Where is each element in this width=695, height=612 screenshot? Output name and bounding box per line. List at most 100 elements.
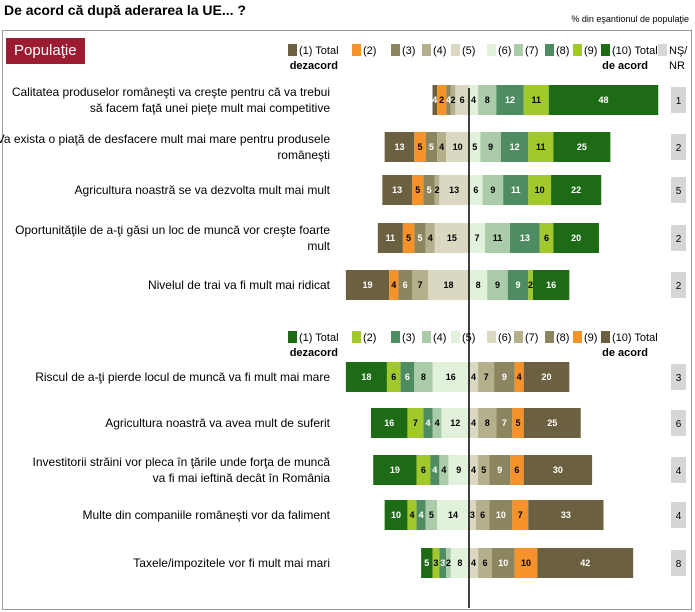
bar-segment — [469, 175, 483, 205]
category-label: Multe din companiile româneşti vor da fa… — [83, 508, 331, 522]
nsnr-box — [671, 225, 686, 251]
bar-segment — [425, 132, 438, 162]
bar-value-label: 6 — [403, 280, 408, 290]
bar-segment — [478, 362, 495, 392]
bar-value-label: 16 — [384, 418, 394, 428]
bar-segment — [412, 175, 424, 205]
bar-segment — [523, 408, 581, 438]
bar-segment — [373, 455, 417, 485]
bar-value-label: 10 — [496, 510, 506, 520]
legend-label: NŞ/ — [669, 45, 688, 57]
bar-segment — [439, 548, 447, 578]
bar-value-label: 12 — [510, 142, 520, 152]
bar-value-label: 6 — [405, 372, 410, 382]
bar-segment — [386, 362, 401, 392]
bar-segment — [432, 362, 469, 392]
bar-segment — [414, 132, 426, 162]
bar-segment — [412, 270, 428, 300]
bar-segment — [432, 548, 440, 578]
bar-value-label: 6 — [514, 465, 519, 475]
bar-segment — [469, 270, 488, 300]
legend-label: (3) — [402, 332, 415, 344]
bar-value-label: 2 — [528, 280, 533, 290]
chart-frame — [2, 30, 692, 610]
bar-segment — [487, 270, 508, 300]
bar-segment — [421, 548, 433, 578]
legend-swatch — [288, 44, 297, 56]
bar-value-label: 5 — [406, 233, 411, 243]
bar-segment — [496, 85, 524, 115]
bar-segment — [427, 270, 469, 300]
bar-segment — [434, 223, 469, 253]
legend-label: (9) — [584, 45, 597, 57]
bar-value-label: 4 — [432, 465, 437, 475]
bar-value-label: 12 — [450, 418, 460, 428]
nsnr-value: 4 — [676, 466, 682, 477]
legend-swatch — [514, 44, 523, 56]
bar-value-label: 16 — [546, 280, 556, 290]
bar-value-label: 7 — [474, 233, 479, 243]
category-label: Calitatea produselor româneşti va creşte… — [12, 85, 330, 115]
nsnr-box — [671, 134, 686, 160]
legend-swatch — [451, 331, 460, 343]
legend-left-label: dezacord — [290, 347, 338, 359]
bar-value-label: 6 — [482, 558, 487, 568]
bar-segment — [512, 408, 524, 438]
legend-left-label: dezacord — [290, 60, 338, 72]
legend-label: (8) — [556, 332, 569, 344]
bar-segment — [528, 500, 604, 530]
bar-segment — [407, 500, 417, 530]
nsnr-value: 2 — [676, 281, 682, 292]
bar-segment — [437, 85, 447, 115]
legend-label: (9) — [584, 332, 597, 344]
bar-segment — [430, 455, 440, 485]
bar-value-label: 4 — [432, 95, 437, 105]
bar-value-label: 42 — [580, 558, 590, 568]
bar-segment — [503, 175, 529, 205]
bar-value-label: 4 — [471, 465, 476, 475]
bar-segment — [345, 362, 387, 392]
bar-segment — [500, 132, 529, 162]
legend-swatch — [352, 44, 361, 56]
bar-segment — [448, 455, 469, 485]
legend-label: (2) — [363, 332, 376, 344]
nsnr-box — [671, 87, 686, 113]
bar-segment — [450, 85, 456, 115]
bar-value-label: 4 — [446, 95, 451, 105]
bar-segment — [523, 362, 570, 392]
bar-segment — [496, 408, 513, 438]
bar-value-label: 10 — [521, 558, 531, 568]
bar-segment — [553, 223, 599, 253]
bar-value-label: 5 — [516, 418, 521, 428]
legend-swatch — [487, 44, 496, 56]
bar-value-label: 5 — [481, 465, 486, 475]
bar-segment — [537, 548, 634, 578]
bar-value-label: 9 — [495, 280, 500, 290]
bar-segment — [423, 175, 435, 205]
bar-value-label: 5 — [415, 185, 420, 195]
bar-value-label: 4 — [471, 418, 476, 428]
bar-value-label: 2 — [439, 95, 444, 105]
bar-segment — [441, 408, 469, 438]
legend-label: (10) Total — [612, 45, 658, 57]
bar-value-label: 22 — [571, 185, 581, 195]
bar-value-label: 12 — [505, 95, 515, 105]
category-label: Oportunităţile de a-ţi găsi un loc de mu… — [15, 223, 331, 253]
bar-value-label: 10 — [535, 185, 545, 195]
bar-value-label: 9 — [497, 465, 502, 475]
bar-segment — [425, 500, 438, 530]
bar-value-label: 25 — [547, 418, 557, 428]
legend-swatch — [545, 44, 554, 56]
legend-label: (1) Total — [299, 45, 339, 57]
bar-value-label: 8 — [485, 418, 490, 428]
bar-segment — [400, 362, 415, 392]
bar-value-label: 13 — [394, 142, 404, 152]
bar-value-label: 8 — [421, 372, 426, 382]
bar-segment — [407, 408, 424, 438]
bar-value-label: 16 — [446, 372, 456, 382]
bar-value-label: 7 — [518, 510, 523, 520]
bar-segment — [432, 408, 442, 438]
bar-value-label: 5 — [429, 510, 434, 520]
legend-label: (7) — [525, 45, 538, 57]
bar-segment — [475, 500, 490, 530]
